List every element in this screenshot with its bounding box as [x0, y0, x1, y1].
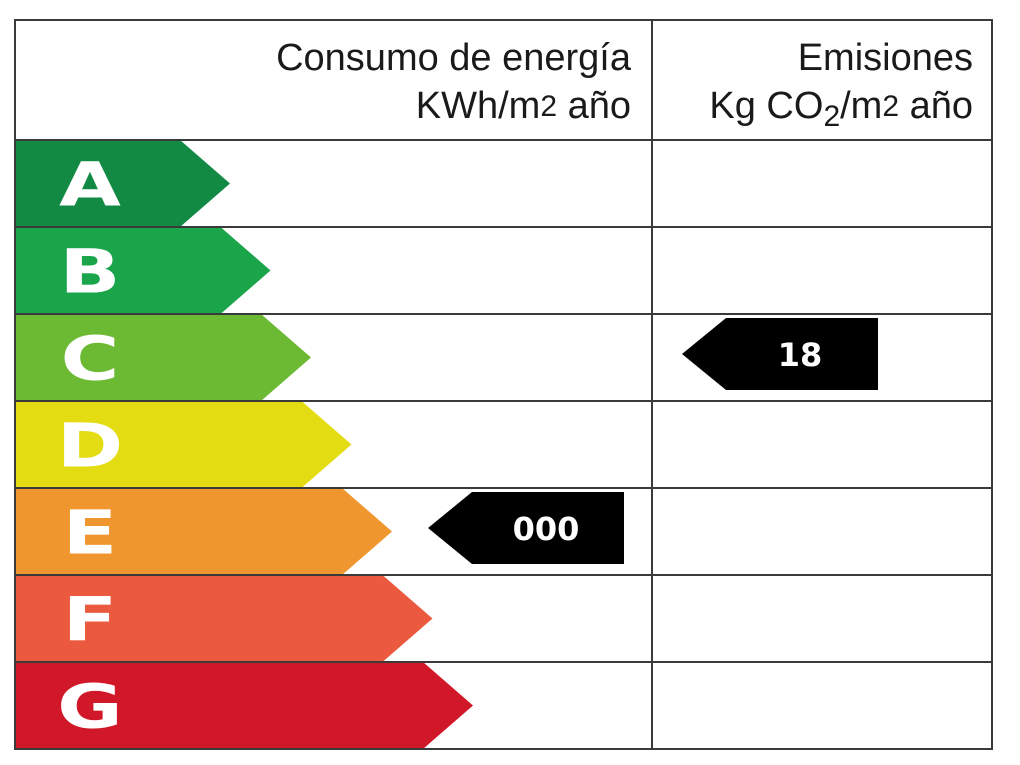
rating-arrow-shape	[15, 575, 433, 662]
rating-letter-f: F	[63, 584, 118, 655]
energy-indicator: 000	[428, 492, 624, 564]
energy-indicator-shape	[428, 492, 624, 564]
rating-arrow-shape	[15, 488, 392, 575]
value-indicators: 000 18	[428, 318, 878, 564]
table-border	[14, 19, 993, 750]
emissions-column-header: Emisiones Kg CO2/m2 año	[709, 34, 973, 133]
rating-arrow-f: F	[15, 575, 433, 662]
energy-header-unit: KWh/m2 año	[415, 85, 631, 127]
energy-header-title: Consumo de energía	[276, 37, 631, 79]
rating-letter-g: G	[57, 671, 123, 742]
rating-letter-e: E	[63, 497, 118, 568]
rating-arrow-shape	[15, 314, 311, 401]
rating-arrow-b: B	[15, 227, 271, 314]
rating-arrow-shape	[15, 227, 271, 314]
emissions-header-title: Emisiones	[797, 37, 973, 79]
emissions-indicator-value: 18	[778, 336, 823, 374]
table-grid	[14, 19, 993, 750]
rating-arrow-e: E	[15, 488, 392, 575]
rating-arrow-c: C	[15, 314, 311, 401]
rating-arrow-shape	[15, 140, 230, 227]
energy-indicator-value: 000	[513, 510, 580, 548]
emissions-indicator: 18	[682, 318, 878, 390]
rating-arrow-shape	[15, 662, 473, 749]
energy-column-header: Consumo de energía KWh/m2 año	[276, 34, 631, 133]
emissions-indicator-shape	[682, 318, 878, 390]
rating-arrow-g: G	[15, 662, 473, 749]
rating-letter-d: D	[57, 410, 123, 481]
rating-arrow-d: D	[15, 401, 352, 488]
rating-letter-c: C	[61, 323, 120, 394]
rating-letter-b: B	[60, 236, 121, 307]
emissions-header-unit: Kg CO2/m2 año	[709, 85, 973, 133]
rating-arrow-a: A	[15, 140, 230, 227]
rating-arrow-shape	[15, 401, 352, 488]
rating-letter-a: A	[59, 149, 121, 220]
